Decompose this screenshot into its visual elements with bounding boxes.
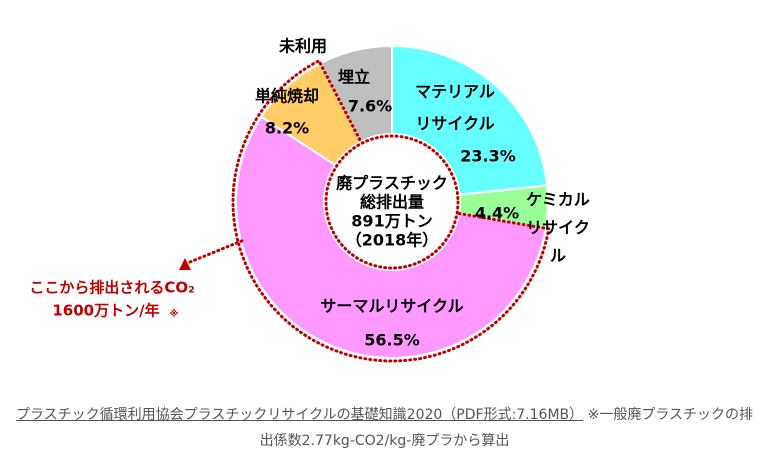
annotation-mark: ※: [170, 309, 179, 320]
source-note: ※一般廃プラスチックの排出係数2.77kg-CO2/kg-廃プラから算出: [259, 407, 754, 449]
center-text: （2018年）: [346, 231, 439, 250]
value-label: 4.4%: [475, 204, 519, 223]
value-label: 8.2%: [265, 119, 309, 138]
segment-label: 埋立: [338, 68, 370, 87]
donut-segment: [391, 44, 549, 196]
value-label: 7.6%: [348, 97, 392, 116]
emission-outline-inner: [324, 134, 460, 270]
center-text: 総排出量: [360, 193, 424, 212]
annotation: 1600万トン/年: [52, 302, 159, 320]
donut-segment: [235, 115, 547, 359]
annotation-leader: [188, 238, 246, 264]
source: プラスチック循環利用協会プラスチックリサイクルの基礎知識2020（PDF形式:7…: [10, 402, 759, 454]
annotation-arrow: [179, 258, 191, 270]
center-text: 廃プラスチック: [336, 174, 448, 193]
segment-label: サーマルリサイクル: [320, 297, 463, 316]
donut-segment: [318, 44, 393, 143]
emission-outline: [231, 58, 551, 363]
segment-label: 単純焼却: [255, 87, 319, 106]
segment-label: マテリアルリサイクル: [415, 82, 495, 133]
center-text: 891万トン: [351, 212, 432, 231]
extra-label: 未利用: [278, 37, 327, 56]
chart: マテリアルリサイクル 23.3% ケミカルリサイクル 4.4% サーマルリサイクル 56.…: [29, 37, 590, 363]
source-link[interactable]: プラスチック循環利用協会プラスチックリサイクルの基礎知識2020（PDF形式:7…: [15, 407, 584, 423]
value-label: 23.3%: [460, 147, 516, 166]
annotation: ここから排出されるCO₂: [29, 279, 194, 297]
segment-label: ケミカルリサイクル: [526, 190, 590, 265]
value-label: 56.5%: [364, 331, 420, 350]
